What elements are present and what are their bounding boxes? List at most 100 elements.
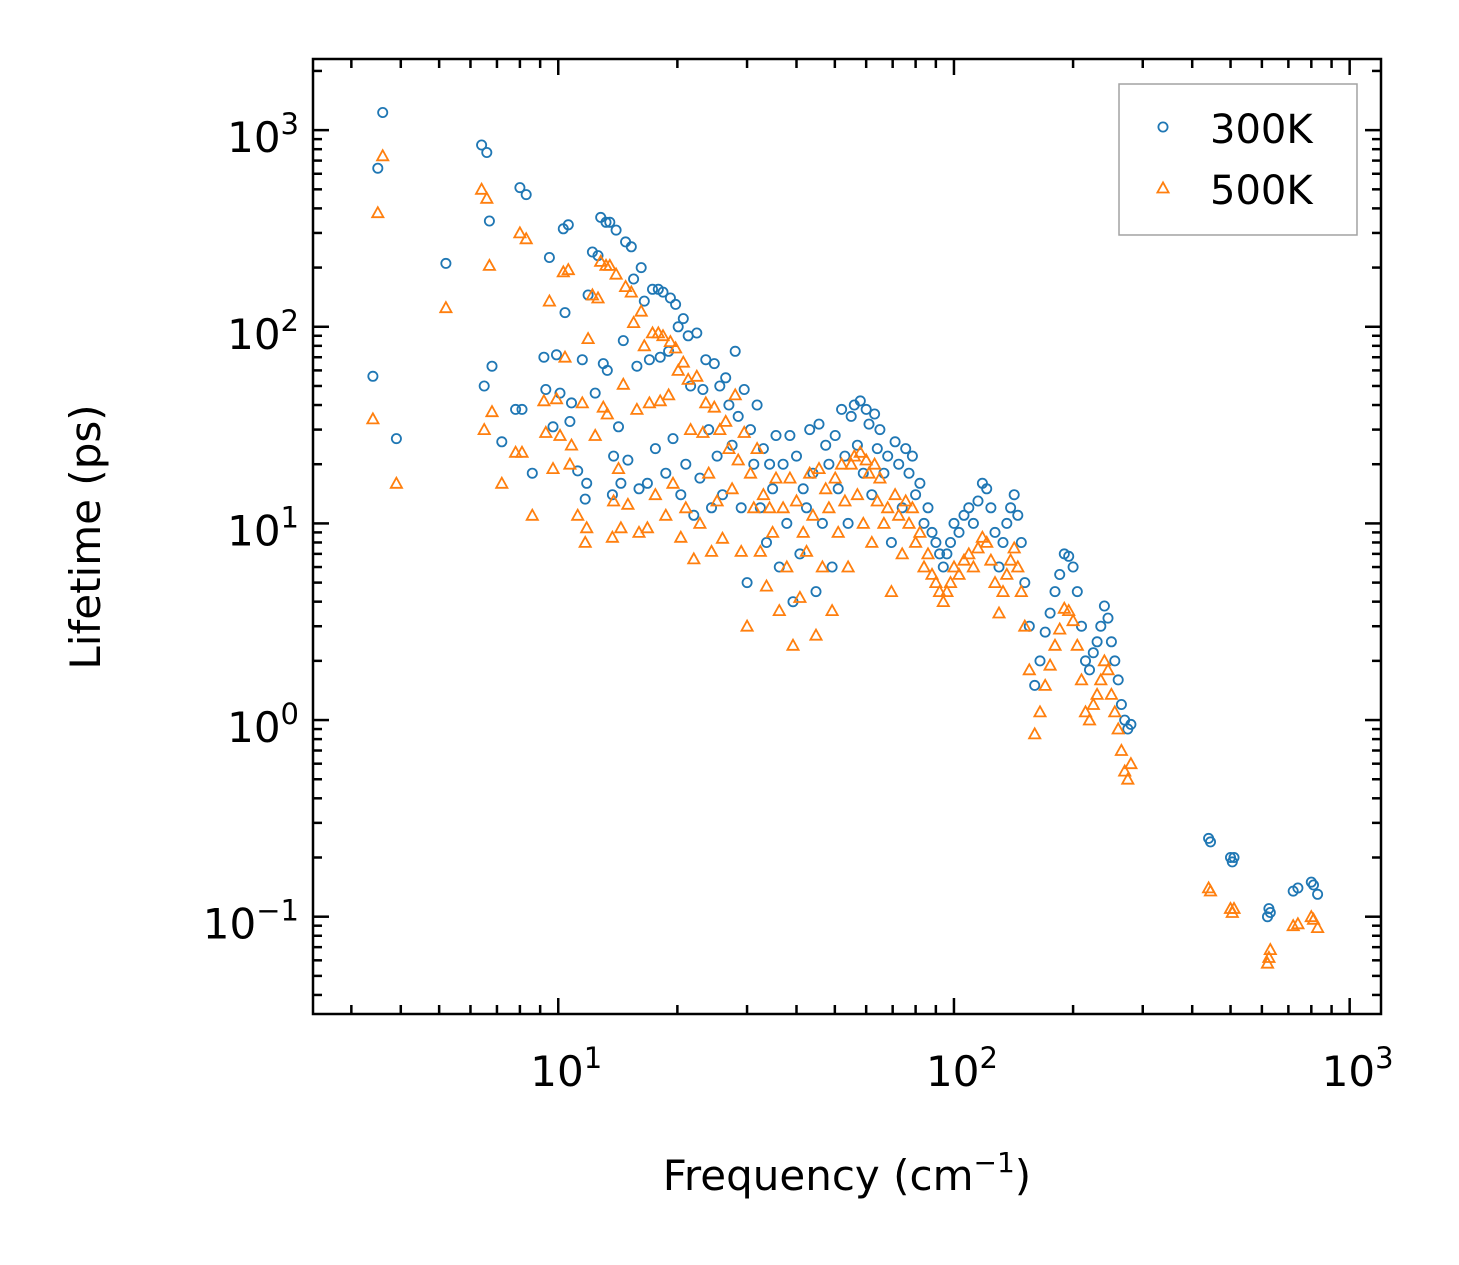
data-point-500k xyxy=(618,279,633,293)
data-point-500k xyxy=(1061,603,1076,616)
data-point-500k xyxy=(1093,672,1108,686)
data-point-300k xyxy=(538,351,550,363)
data-point-500k xyxy=(818,481,833,495)
data-point-500k xyxy=(785,637,801,651)
data-point-300k xyxy=(367,370,379,382)
data-point-500k xyxy=(629,401,645,415)
data-point-300k xyxy=(981,483,993,495)
data-point-300k xyxy=(967,517,979,529)
data-point-300k xyxy=(845,410,857,422)
legend-symbol-500k xyxy=(1155,180,1171,194)
data-point-300k xyxy=(559,307,571,319)
data-point-300k xyxy=(372,162,384,174)
data-point-300k xyxy=(1044,607,1056,619)
data-point-500k xyxy=(1100,662,1116,676)
data-point-500k xyxy=(715,530,730,544)
data-point-500k xyxy=(375,148,390,162)
data-point-500k xyxy=(484,404,500,418)
data-point-500k xyxy=(1286,918,1301,932)
data-point-300k xyxy=(551,349,563,361)
data-point-500k xyxy=(602,258,617,271)
data-point-300k xyxy=(562,219,574,231)
data-point-500k xyxy=(1310,920,1325,933)
data-point-500k xyxy=(578,535,593,548)
data-point-300k xyxy=(631,360,643,372)
data-point-500k xyxy=(821,500,837,514)
data-point-500k xyxy=(1120,771,1135,785)
data-point-500k xyxy=(928,575,944,588)
data-point-300k xyxy=(829,429,841,441)
data-point-500k xyxy=(951,567,967,580)
data-point-500k xyxy=(704,544,719,557)
data-point-500k xyxy=(876,515,892,529)
data-point-500k xyxy=(908,535,923,548)
data-point-500k xyxy=(1097,653,1112,667)
data-point-300k xyxy=(738,383,750,395)
data-point-300k xyxy=(963,502,975,514)
data-point-500k xyxy=(1007,540,1022,554)
data-point-300k xyxy=(930,537,942,549)
data-point-300k xyxy=(675,489,687,501)
data-point-500k xyxy=(731,452,746,466)
data-point-500k xyxy=(438,300,454,314)
data-point-500k xyxy=(658,507,673,521)
data-point-500k xyxy=(946,559,962,573)
data-point-500k xyxy=(1290,916,1306,930)
data-point-500k xyxy=(995,584,1011,597)
data-point-500k xyxy=(661,387,676,401)
x-axis-label: Frequency (cm−1) xyxy=(663,1146,1031,1200)
data-point-300k xyxy=(1080,655,1092,667)
data-point-500k xyxy=(887,487,903,501)
data-point-300k xyxy=(1034,655,1046,667)
data-point-500k xyxy=(562,456,578,470)
data-point-500k xyxy=(512,225,528,239)
data-point-500k xyxy=(1017,618,1032,632)
data-point-500k xyxy=(709,493,725,507)
data-point-500k xyxy=(905,500,920,514)
data-point-300k xyxy=(708,358,720,370)
data-point-300k xyxy=(610,224,622,236)
data-point-500k xyxy=(756,487,771,501)
data-point-500k xyxy=(640,520,655,534)
data-point-500k xyxy=(552,428,568,441)
data-point-500k xyxy=(782,470,798,484)
data-point-500k xyxy=(799,544,814,557)
y-tick-label: 102 xyxy=(227,304,299,359)
data-point-300k xyxy=(732,410,744,422)
data-point-500k xyxy=(884,584,899,597)
data-point-500k xyxy=(1038,677,1053,691)
data-point-300k xyxy=(854,395,866,407)
data-point-300k xyxy=(496,436,508,448)
data-point-500k xyxy=(1226,901,1242,914)
data-point-500k xyxy=(1022,662,1037,676)
data-point-300k xyxy=(1102,612,1114,624)
data-point-500k xyxy=(655,328,671,342)
data-point-300k xyxy=(900,443,912,455)
data-point-300k xyxy=(839,450,851,462)
data-point-300k xyxy=(810,586,822,598)
data-point-300k xyxy=(735,502,747,514)
data-point-500k xyxy=(1114,743,1129,756)
data-point-500k xyxy=(872,470,888,484)
data-point-300k xyxy=(1084,664,1096,676)
data-point-500k xyxy=(637,338,652,352)
data-point-300k xyxy=(1109,655,1121,667)
data-point-300k xyxy=(761,537,773,549)
data-point-500k xyxy=(1089,686,1105,700)
data-point-300k xyxy=(589,387,601,399)
data-point-500k xyxy=(837,493,853,507)
x-tick-label: 102 xyxy=(926,1041,998,1096)
data-point-300k xyxy=(910,489,922,501)
data-point-300k xyxy=(832,483,844,495)
data-point-500k xyxy=(624,284,639,298)
data-point-300k xyxy=(801,502,813,514)
data-point-500k xyxy=(1010,559,1025,573)
data-point-500k xyxy=(556,264,571,278)
data-point-500k xyxy=(1052,621,1067,635)
data-point-500k xyxy=(1111,721,1126,735)
data-point-300k xyxy=(581,477,593,489)
data-point-500k xyxy=(1306,911,1321,925)
data-point-500k xyxy=(847,448,862,462)
y-axis-label: Lifetime (ps) xyxy=(61,404,110,669)
legend-marker-300k xyxy=(1157,121,1169,133)
